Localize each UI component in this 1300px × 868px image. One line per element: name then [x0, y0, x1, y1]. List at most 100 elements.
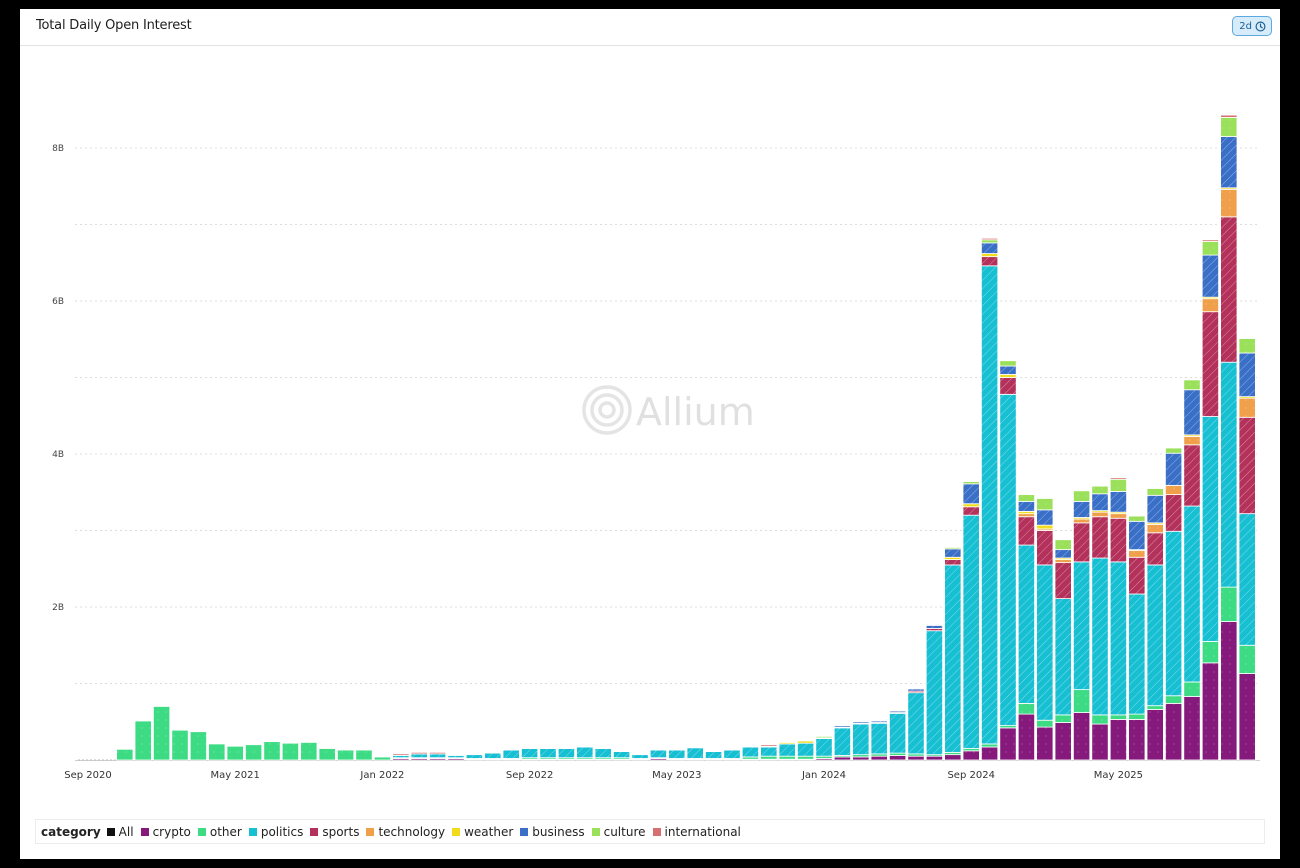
bar-segment-crypto[interactable] — [889, 755, 907, 761]
bar-segment-international[interactable] — [668, 748, 686, 751]
bar-segment-politics[interactable] — [944, 564, 962, 753]
bar-aug-2021[interactable] — [281, 742, 300, 761]
bar-segment-politics[interactable] — [852, 723, 870, 756]
bar-segment-other[interactable] — [797, 755, 815, 760]
bar-segment-other[interactable] — [300, 742, 318, 761]
bar-mar-2024[interactable] — [852, 719, 870, 761]
bar-segment-politics[interactable] — [428, 753, 447, 759]
bar-segment-international[interactable] — [1036, 497, 1054, 499]
bar-oct-2022[interactable] — [539, 747, 557, 761]
bar-segment-technology[interactable] — [1054, 559, 1072, 564]
bar-feb-2022[interactable] — [392, 753, 410, 761]
bar-segment-politics[interactable] — [1165, 530, 1183, 697]
bar-segment-politics[interactable] — [1109, 561, 1127, 716]
bar-segment-international[interactable] — [1201, 239, 1219, 242]
bar-segment-culture[interactable] — [1073, 490, 1091, 502]
bar-aug-2022[interactable] — [502, 748, 520, 761]
bar-dec-2025[interactable] — [1238, 337, 1256, 761]
bar-segment-international[interactable] — [981, 237, 999, 241]
bar-segment-other[interactable] — [318, 748, 336, 761]
bar-segment-other[interactable] — [263, 741, 281, 761]
bar-feb-2025[interactable] — [1054, 538, 1072, 761]
bar-segment-weather[interactable] — [981, 253, 999, 258]
bar-segment-culture[interactable] — [1165, 447, 1183, 454]
bar-sep-2022[interactable] — [520, 747, 539, 761]
bar-segment-international[interactable] — [465, 753, 484, 756]
bar-segment-international[interactable] — [576, 745, 594, 748]
bar-segment-international[interactable] — [613, 750, 631, 752]
bar-segment-business[interactable] — [1036, 509, 1054, 526]
bar-segment-international[interactable] — [484, 751, 502, 754]
bar-segment-crypto[interactable] — [1238, 673, 1256, 761]
bar-segment-business[interactable] — [962, 483, 980, 505]
bar-segment-culture[interactable] — [981, 239, 999, 244]
bar-mar-2025[interactable] — [1073, 489, 1091, 761]
bar-may-2022[interactable] — [447, 754, 465, 761]
bar-nov-2025[interactable] — [1220, 114, 1238, 761]
bar-segment-culture[interactable] — [1036, 497, 1054, 511]
bar-segment-politics[interactable] — [741, 746, 760, 758]
bar-segment-international[interactable] — [631, 753, 649, 756]
bar-segment-other[interactable] — [1183, 681, 1201, 697]
bar-feb-2021[interactable] — [171, 729, 189, 761]
bar-segment-sports[interactable] — [1146, 532, 1164, 566]
bar-sep-2025[interactable] — [1183, 378, 1201, 761]
legend-item-business[interactable]: business — [520, 825, 585, 839]
bar-segment-culture[interactable] — [1238, 338, 1256, 354]
bar-segment-international[interactable] — [815, 735, 833, 737]
bar-segment-politics[interactable] — [1073, 561, 1091, 691]
bar-segment-politics[interactable] — [925, 630, 944, 756]
bar-segment-international[interactable] — [925, 623, 944, 625]
bar-segment-politics[interactable] — [907, 692, 925, 755]
bar-segment-other[interactable] — [208, 743, 226, 761]
bar-segment-crypto[interactable] — [1091, 723, 1109, 761]
bar-segment-sports[interactable] — [1128, 556, 1146, 595]
bar-segment-culture[interactable] — [1201, 240, 1219, 256]
bar-segment-sports[interactable] — [1036, 530, 1054, 566]
bar-oct-2024[interactable] — [981, 237, 999, 761]
bar-segment-business[interactable] — [925, 624, 944, 629]
bar-segment-international[interactable] — [1109, 477, 1127, 480]
bar-apr-2022[interactable] — [428, 751, 447, 761]
bar-segment-politics[interactable] — [1017, 544, 1036, 704]
bar-segment-sports[interactable] — [1183, 444, 1201, 507]
bar-jan-2024[interactable] — [815, 735, 833, 761]
bar-segment-technology[interactable] — [1146, 523, 1164, 534]
bar-segment-international[interactable] — [447, 754, 465, 756]
bar-segment-international[interactable] — [410, 751, 428, 755]
bar-segment-business[interactable] — [1109, 491, 1127, 513]
bar-segment-international[interactable] — [833, 723, 852, 726]
bar-segment-sports[interactable] — [1201, 311, 1219, 417]
bar-apr-2023[interactable] — [649, 748, 668, 761]
bar-dec-2020[interactable] — [134, 720, 152, 761]
bar-segment-politics[interactable] — [760, 746, 778, 757]
bar-segment-other[interactable] — [1036, 719, 1054, 728]
bar-segment-crypto[interactable] — [907, 755, 925, 761]
bar-segment-other[interactable] — [171, 729, 189, 761]
bar-segment-politics[interactable] — [797, 742, 815, 757]
bar-segment-technology[interactable] — [1165, 484, 1183, 495]
bar-segment-international[interactable] — [1165, 446, 1183, 449]
bar-segment-technology[interactable] — [1183, 436, 1201, 446]
bar-segment-crypto[interactable] — [925, 755, 944, 761]
bar-segment-international[interactable] — [723, 748, 741, 751]
bar-segment-international[interactable] — [1128, 514, 1146, 517]
legend-item-All[interactable]: All — [106, 825, 134, 839]
bar-segment-international[interactable] — [1238, 337, 1256, 339]
bar-segment-international[interactable] — [428, 751, 447, 755]
bar-segment-other[interactable] — [1017, 702, 1036, 715]
bar-jul-2023[interactable] — [705, 750, 723, 761]
bar-feb-2024[interactable] — [833, 723, 852, 761]
bar-segment-sports[interactable] — [1238, 416, 1256, 515]
bar-segment-international[interactable] — [907, 687, 925, 690]
bar-segment-sports[interactable] — [981, 256, 999, 267]
bar-may-2025[interactable] — [1109, 477, 1127, 761]
bar-nov-2022[interactable] — [557, 747, 576, 761]
bar-segment-other[interactable] — [226, 745, 244, 761]
legend-item-technology[interactable]: technology — [366, 825, 445, 839]
bar-segment-politics[interactable] — [649, 749, 668, 759]
bar-segment-other[interactable] — [1073, 689, 1091, 713]
bar-segment-politics[interactable] — [962, 514, 980, 749]
bar-may-2021[interactable] — [226, 745, 244, 761]
bar-segment-culture[interactable] — [1183, 379, 1201, 391]
